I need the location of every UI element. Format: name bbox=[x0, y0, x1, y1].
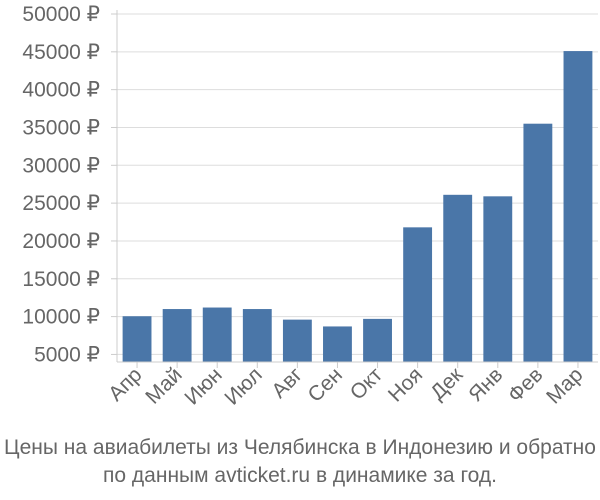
y-tick-label: 40000 ₽ bbox=[22, 79, 100, 102]
y-tick-label: 50000 ₽ bbox=[22, 3, 100, 26]
bar-1 bbox=[122, 316, 152, 362]
bar-4 bbox=[242, 309, 272, 362]
bars bbox=[122, 51, 593, 363]
x-tick-label: Июл bbox=[220, 363, 266, 409]
bar-9 bbox=[443, 194, 473, 362]
y-tick-labels: 5000 ₽ 10000 ₽ 15000 ₽ 20000 ₽ 25000 ₽ 30000 … bbox=[22, 3, 100, 366]
x-tick-label: Ноя bbox=[384, 363, 427, 406]
y-tick-label: 20000 ₽ bbox=[22, 230, 100, 253]
x-tick-label: Авг bbox=[267, 363, 307, 403]
bar-7 bbox=[363, 318, 392, 362]
bar-6 bbox=[323, 326, 352, 362]
x-tick-label: Фев bbox=[504, 363, 548, 407]
chart-caption-line-2: по данным avticket.ru в динамике за год. bbox=[103, 464, 497, 487]
y-tick-label: 45000 ₽ bbox=[22, 41, 100, 64]
price-bar-chart: 5000 ₽ 10000 ₽ 15000 ₽ 20000 ₽ 25000 ₽ 30000 … bbox=[22, 3, 598, 410]
y-tick-label: 25000 ₽ bbox=[22, 192, 100, 215]
x-tick-label: Июн bbox=[180, 363, 226, 409]
y-tick-label: 15000 ₽ bbox=[22, 268, 100, 291]
y-tick-label: 35000 ₽ bbox=[22, 116, 100, 139]
bar-3 bbox=[202, 307, 232, 362]
y-tick-label: 10000 ₽ bbox=[22, 306, 100, 329]
bar-11 bbox=[523, 123, 553, 363]
chart-caption-line-1: Цены на авиабилеты из Челябинска в Индон… bbox=[4, 436, 596, 459]
x-tick-label: Дек bbox=[426, 363, 468, 405]
y-tick-label: 5000 ₽ bbox=[34, 343, 100, 366]
bar-2 bbox=[162, 309, 192, 362]
x-tick-label: Сен bbox=[304, 363, 347, 406]
grid-lines bbox=[117, 13, 598, 355]
axes bbox=[111, 10, 598, 368]
bar-5 bbox=[282, 319, 312, 362]
y-tick-label: 30000 ₽ bbox=[22, 154, 100, 177]
bar-10 bbox=[483, 196, 513, 362]
x-tick-label: Апр bbox=[104, 363, 146, 405]
x-tick-label: Май bbox=[141, 363, 186, 408]
x-tick-label: Окт bbox=[346, 363, 388, 405]
bar-12 bbox=[563, 51, 593, 362]
bar-8 bbox=[403, 227, 433, 362]
x-tick-label: Мар bbox=[542, 363, 587, 408]
x-tick-label: Янв bbox=[464, 363, 507, 406]
